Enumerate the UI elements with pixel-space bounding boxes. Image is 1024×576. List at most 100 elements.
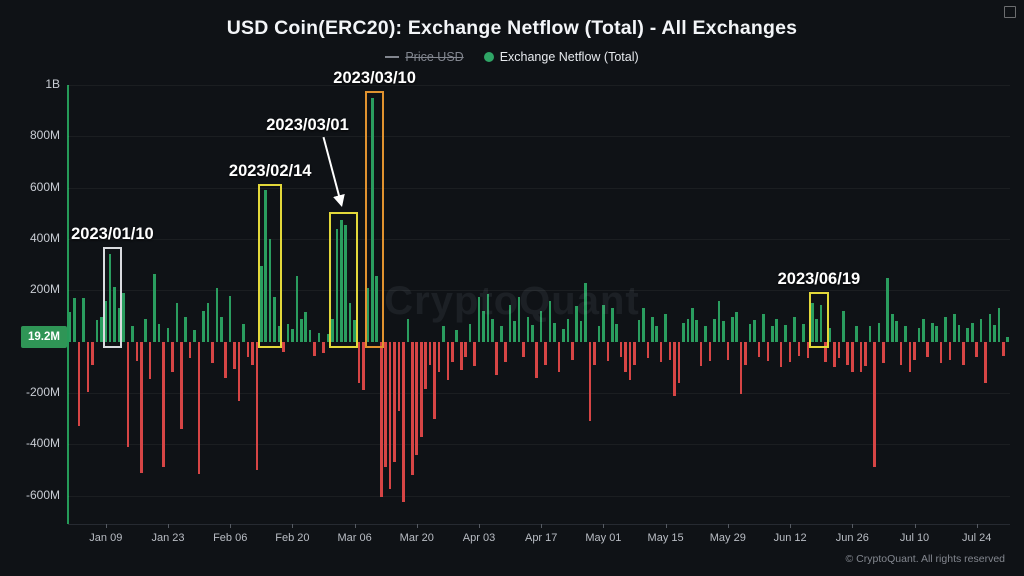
netflow-bar[interactable]: [255, 341, 259, 471]
expand-icon[interactable]: [1004, 6, 1016, 18]
netflow-bar[interactable]: [308, 330, 312, 342]
netflow-bar[interactable]: [371, 97, 374, 342]
netflow-bar[interactable]: [966, 327, 970, 342]
netflow-bar[interactable]: [1006, 336, 1010, 342]
netflow-bar[interactable]: [553, 322, 556, 342]
netflow-bar[interactable]: [788, 341, 792, 363]
netflow-bar[interactable]: [179, 341, 183, 429]
netflow-bar[interactable]: [610, 308, 614, 342]
netflow-bar[interactable]: [864, 341, 867, 367]
netflow-bar[interactable]: [68, 312, 72, 342]
netflow-bar[interactable]: [784, 325, 787, 342]
netflow-bar[interactable]: [135, 341, 139, 361]
netflow-bar[interactable]: [144, 318, 148, 342]
netflow-bar[interactable]: [668, 341, 672, 360]
netflow-bar[interactable]: [419, 341, 423, 437]
netflow-bar[interactable]: [704, 326, 707, 342]
netflow-bar[interactable]: [442, 326, 445, 342]
netflow-bar[interactable]: [984, 341, 987, 383]
netflow-bar[interactable]: [366, 287, 370, 342]
netflow-bar[interactable]: [259, 266, 263, 342]
netflow-bar[interactable]: [957, 325, 961, 342]
netflow-bar[interactable]: [77, 341, 81, 427]
netflow-bar[interactable]: [628, 341, 632, 381]
netflow-bar[interactable]: [828, 327, 832, 342]
netflow-bar[interactable]: [815, 318, 818, 342]
netflow-bar[interactable]: [659, 341, 663, 363]
netflow-bar[interactable]: [708, 341, 712, 361]
netflow-bar[interactable]: [95, 319, 99, 342]
netflow-bar[interactable]: [548, 300, 552, 342]
netflow-bar[interactable]: [677, 341, 681, 383]
netflow-bar[interactable]: [197, 341, 201, 474]
netflow-bar[interactable]: [935, 326, 938, 342]
netflow-bar[interactable]: [277, 326, 281, 342]
netflow-bar[interactable]: [86, 341, 90, 392]
netflow-bar[interactable]: [953, 313, 956, 342]
netflow-bar[interactable]: [335, 228, 339, 342]
netflow-bar[interactable]: [886, 278, 890, 342]
netflow-bar[interactable]: [539, 310, 543, 342]
netflow-bar[interactable]: [304, 312, 307, 342]
netflow-bar[interactable]: [726, 341, 730, 360]
netflow-bar[interactable]: [468, 323, 472, 342]
netflow-bar[interactable]: [739, 341, 743, 395]
netflow-bar[interactable]: [477, 296, 481, 342]
netflow-bar[interactable]: [699, 341, 703, 367]
netflow-bar[interactable]: [473, 341, 476, 367]
netflow-bar[interactable]: [242, 323, 245, 342]
netflow-bar[interactable]: [766, 341, 770, 361]
netflow-bar[interactable]: [268, 239, 272, 342]
legend-item-exchange-netflow[interactable]: Exchange Netflow (Total): [483, 50, 639, 64]
netflow-bar[interactable]: [593, 341, 596, 365]
netflow-bar[interactable]: [877, 322, 881, 342]
netflow-bar[interactable]: [402, 341, 405, 503]
netflow-bar[interactable]: [82, 298, 85, 342]
netflow-bar[interactable]: [184, 317, 188, 342]
netflow-bar[interactable]: [770, 326, 774, 342]
netflow-bar[interactable]: [531, 325, 534, 342]
netflow-bar[interactable]: [202, 310, 205, 342]
netflow-bar[interactable]: [655, 326, 659, 342]
netflow-bar[interactable]: [1002, 341, 1005, 356]
netflow-bar[interactable]: [824, 341, 827, 363]
netflow-bar[interactable]: [206, 303, 210, 342]
netflow-bar[interactable]: [948, 341, 952, 360]
netflow-bar[interactable]: [491, 318, 494, 342]
netflow-bar[interactable]: [722, 321, 725, 342]
netflow-bar[interactable]: [411, 341, 414, 476]
netflow-bar[interactable]: [526, 317, 530, 342]
netflow-bar[interactable]: [753, 319, 756, 342]
netflow-bar[interactable]: [926, 341, 930, 358]
netflow-bar[interactable]: [850, 341, 854, 373]
netflow-bar[interactable]: [384, 341, 387, 468]
netflow-bar[interactable]: [393, 341, 396, 463]
netflow-bar[interactable]: [211, 341, 214, 364]
netflow-bar[interactable]: [406, 318, 410, 342]
netflow-bar[interactable]: [748, 323, 752, 342]
netflow-bar[interactable]: [513, 321, 516, 342]
netflow-bar[interactable]: [353, 319, 356, 342]
netflow-bar[interactable]: [637, 319, 641, 342]
netflow-bar[interactable]: [224, 341, 227, 378]
netflow-bar[interactable]: [922, 318, 925, 342]
netflow-bar[interactable]: [544, 341, 547, 365]
netflow-bar[interactable]: [717, 301, 721, 342]
netflow-bar[interactable]: [597, 326, 601, 342]
netflow-bar[interactable]: [695, 319, 698, 342]
netflow-bar[interactable]: [100, 317, 103, 342]
netflow-bar[interactable]: [117, 308, 121, 342]
netflow-bar[interactable]: [566, 318, 570, 342]
netflow-bar[interactable]: [930, 322, 934, 342]
netflow-bar[interactable]: [446, 341, 450, 381]
netflow-bar[interactable]: [650, 317, 654, 342]
netflow-bar[interactable]: [193, 330, 196, 342]
netflow-bar[interactable]: [619, 341, 623, 358]
netflow-bar[interactable]: [975, 341, 978, 358]
netflow-bar[interactable]: [73, 298, 76, 342]
netflow-bar[interactable]: [793, 317, 796, 342]
netflow-bar[interactable]: [437, 341, 441, 373]
netflow-bar[interactable]: [122, 292, 125, 342]
netflow-bar[interactable]: [508, 304, 512, 342]
netflow-bar[interactable]: [868, 326, 872, 342]
